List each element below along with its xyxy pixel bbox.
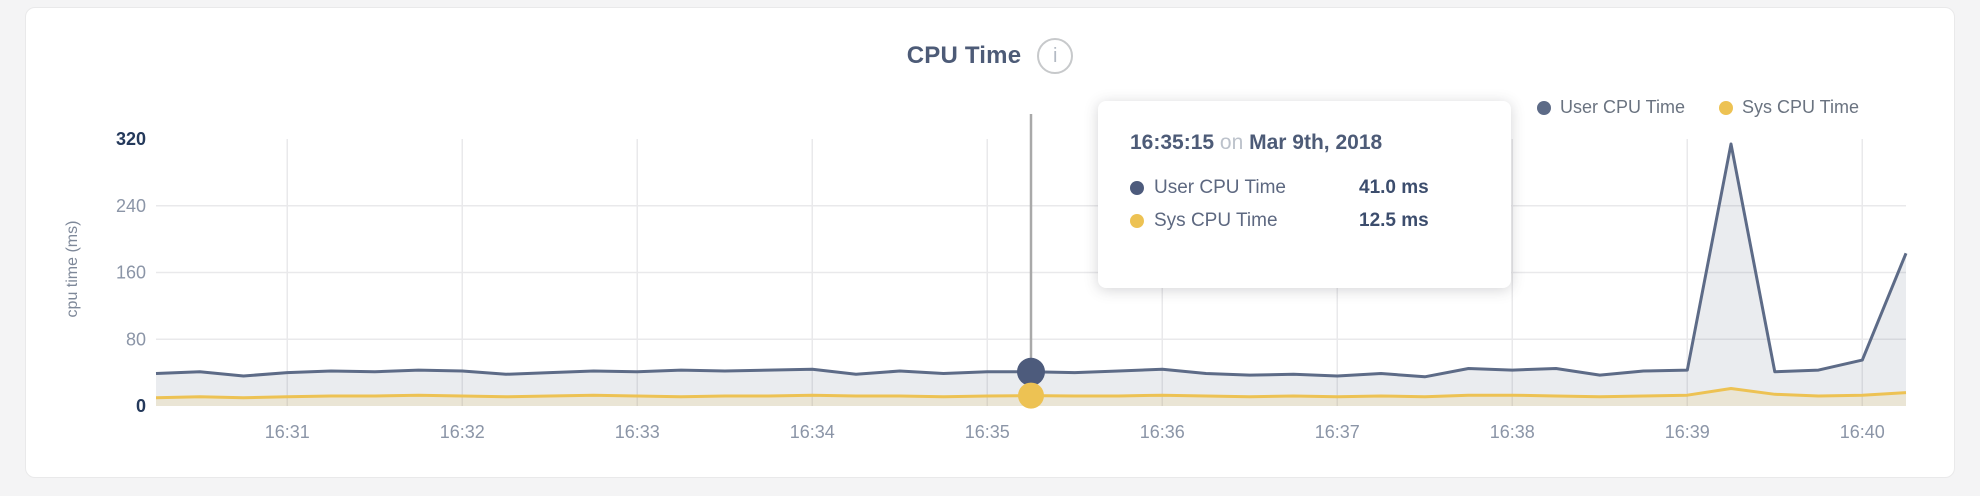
- x-tick-label: 16:33: [615, 422, 660, 442]
- chart-title: CPU Time: [906, 42, 1022, 69]
- tooltip-row-sys: Sys CPU Time 12.5 ms: [1130, 204, 1481, 237]
- x-tick-label: 16:37: [1315, 422, 1360, 442]
- tooltip-sys-dot-icon: [1130, 213, 1144, 228]
- tooltip-on-word: on: [1219, 131, 1244, 154]
- hover-dot-sys[interactable]: [1018, 382, 1044, 409]
- legend: User CPU Time Sys CPU Time: [1536, 97, 1859, 118]
- x-tick-label: 16:32: [440, 422, 485, 442]
- hover-tooltip: 16:35:15 on Mar 9th, 2018 User CPU Time …: [1098, 101, 1511, 288]
- user-cpu-area: [156, 144, 1906, 406]
- info-icon[interactable]: i: [1037, 38, 1074, 74]
- tooltip-time: 16:35:15: [1130, 131, 1215, 154]
- tooltip-date: Mar 9th, 2018: [1249, 131, 1383, 154]
- x-tick-label: 16:39: [1665, 422, 1710, 442]
- tooltip-header: 16:35:15 on Mar 9th, 2018: [1130, 131, 1481, 155]
- x-tick-label: 16:36: [1140, 422, 1185, 442]
- tooltip-user-dot-icon: [1130, 180, 1144, 195]
- cpu-time-card: CPU Time i cpu time (ms) 16:31 16:32 16:33…: [25, 7, 1955, 478]
- tooltip-row-user: User CPU Time 41.0 ms: [1130, 171, 1481, 204]
- x-tick-label: 16:35: [965, 422, 1010, 442]
- legend-item-user[interactable]: User CPU Time: [1536, 97, 1685, 118]
- y-tick-label: 320: [116, 129, 146, 149]
- chart-header: CPU Time i: [26, 38, 1954, 74]
- y-tick-label: 80: [126, 329, 146, 349]
- y-tick-label: 160: [116, 263, 146, 283]
- x-tick-label: 16:34: [790, 422, 835, 442]
- sys-legend-dot-icon: [1718, 100, 1733, 115]
- tooltip-sys-value: 12.5 ms: [1359, 209, 1429, 231]
- hover-dot-user[interactable]: [1017, 357, 1045, 386]
- user-legend-dot-icon: [1536, 100, 1551, 115]
- x-tick-label: 16:38: [1490, 422, 1535, 442]
- legend-item-sys[interactable]: Sys CPU Time: [1718, 97, 1859, 118]
- tooltip-user-value: 41.0 ms: [1359, 176, 1429, 198]
- legend-label-user: User CPU Time: [1559, 97, 1685, 117]
- y-tick-label: 0: [136, 396, 146, 416]
- tooltip-sys-label: Sys CPU Time: [1154, 209, 1278, 231]
- x-tick-label: 16:40: [1840, 422, 1885, 442]
- legend-label-sys: Sys CPU Time: [1741, 97, 1859, 117]
- x-tick-label: 16:31: [265, 422, 310, 442]
- tooltip-user-label: User CPU Time: [1154, 176, 1286, 198]
- y-tick-label: 240: [116, 196, 146, 216]
- cpu-chart-svg[interactable]: 16:31 16:32 16:33 16:34 16:35 16:36 16:37 16:38…: [26, 8, 1956, 479]
